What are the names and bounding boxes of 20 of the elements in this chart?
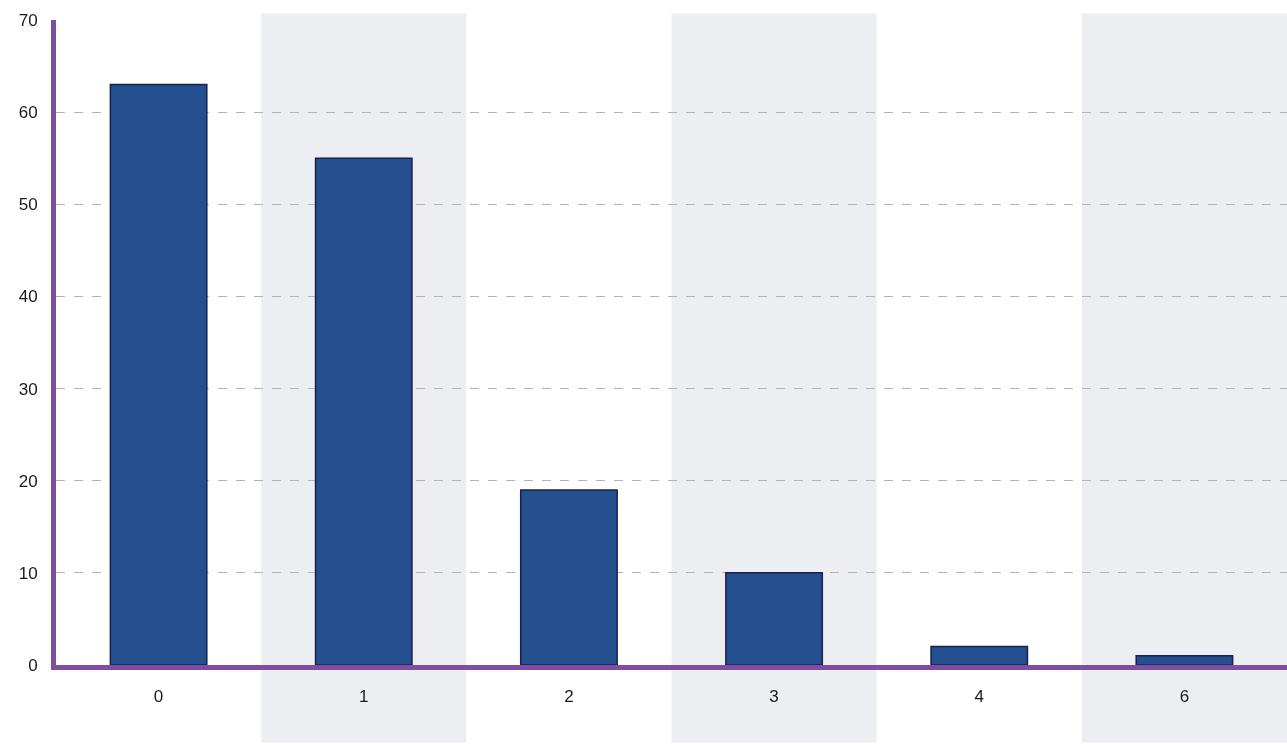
bar xyxy=(109,83,208,665)
bar xyxy=(1135,655,1234,665)
x-tick-label: 3 xyxy=(769,687,779,707)
y-tick-label: 40 xyxy=(18,287,38,307)
x-tick-label: 6 xyxy=(1179,687,1190,707)
x-tick-label: 2 xyxy=(564,687,574,707)
y-tick-label: 70 xyxy=(18,10,38,30)
x-tick-label: 4 xyxy=(974,687,984,707)
y-tick-label: 50 xyxy=(18,195,38,215)
bar xyxy=(519,489,618,665)
bar xyxy=(314,157,413,665)
x-tick-label: 1 xyxy=(359,687,369,707)
y-tick-label: 10 xyxy=(18,563,38,583)
y-tick-label: 30 xyxy=(18,379,38,399)
y-tick-label: 20 xyxy=(18,471,38,491)
x-tick-label: 0 xyxy=(153,687,164,707)
bar xyxy=(930,645,1029,665)
bar xyxy=(725,572,824,665)
y-tick-label: 60 xyxy=(18,103,38,123)
y-tick-label: 0 xyxy=(28,655,38,675)
